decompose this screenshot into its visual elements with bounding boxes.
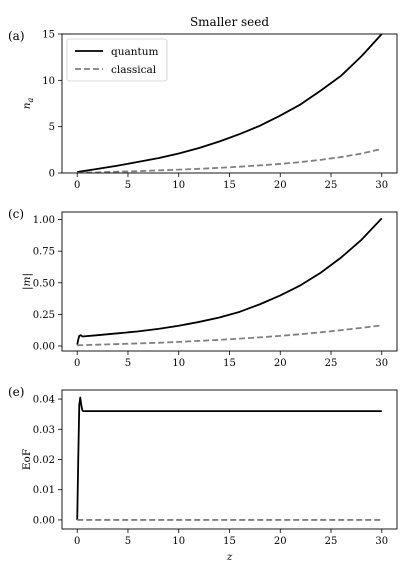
x-tick-label: 30 <box>375 358 388 369</box>
y-tick-label: 0.01 <box>33 485 55 496</box>
x-tick-label: 0 <box>74 358 80 369</box>
x-tick-label: 10 <box>172 536 185 547</box>
legend-frame <box>66 38 168 82</box>
x-tick-label: 10 <box>172 358 185 369</box>
y-axis-label: EoF <box>21 449 33 470</box>
x-tick-label: 10 <box>172 180 185 191</box>
y-tick-label: 0.03 <box>33 425 55 436</box>
x-tick-label: 20 <box>274 180 287 191</box>
legend-label-quantum: quantum <box>111 46 158 58</box>
x-tick-label: 20 <box>274 358 287 369</box>
x-tick-label: 0 <box>74 180 80 191</box>
panel-2: 0 5 10 15 20 25 30 0.00 0.01 0.02 0.03 0.04 (e) EoF z <box>8 385 398 563</box>
y-tick-label: 0.04 <box>33 395 55 406</box>
chart-title: Smaller seed <box>190 15 269 29</box>
x-axis-label: z <box>226 551 233 563</box>
y-tick-label: 10 <box>42 76 55 87</box>
y-tick-label: 0.02 <box>33 455 55 466</box>
panel-0: 0 5 10 15 20 25 30 0 5 10 15 (a) Smaller seed na quant… <box>8 15 398 191</box>
y-tick-label: 0.75 <box>33 247 55 258</box>
y-axis-label: |m| <box>21 273 34 290</box>
series-classical-line <box>77 324 382 347</box>
x-tick-label: 30 <box>375 180 388 191</box>
legend-label-classical: classical <box>111 64 157 76</box>
y-tick-label: 0 <box>49 169 55 180</box>
y-axis-label: na <box>21 98 35 110</box>
series-quantum-line <box>76 396 382 520</box>
series-classical-line <box>77 148 382 173</box>
x-tick-label: 25 <box>325 536 338 547</box>
panel-label: (e) <box>8 385 24 399</box>
series-quantum-line <box>77 34 383 173</box>
panel-label: (c) <box>8 207 24 221</box>
y-tick-label: 5 <box>49 122 55 133</box>
panel-1: 0 5 10 15 20 25 30 0.00 0.25 0.50 0.75 1.00 (c) |m| <box>8 207 398 369</box>
y-tick-label: 0.00 <box>33 341 55 352</box>
x-tick-label: 0 <box>74 536 80 547</box>
y-tick-label: 0.00 <box>33 515 55 526</box>
y-tick-label: 0.25 <box>33 310 55 321</box>
x-tick-label: 5 <box>125 180 131 191</box>
y-tick-label: 1.00 <box>33 215 55 226</box>
x-tick-label: 20 <box>274 536 287 547</box>
x-tick-label: 5 <box>125 358 131 369</box>
axes-frame <box>61 211 398 352</box>
x-tick-label: 15 <box>223 358 236 369</box>
x-tick-label: 25 <box>325 180 338 191</box>
x-tick-label: 15 <box>223 180 236 191</box>
y-tick-label: 0.50 <box>33 278 55 289</box>
series-quantum-line <box>76 217 383 345</box>
panel-label: (a) <box>8 29 25 43</box>
legend: quantum classical <box>66 38 168 82</box>
x-tick-label: 15 <box>223 536 236 547</box>
y-tick-label: 15 <box>42 30 55 41</box>
x-tick-label: 30 <box>375 536 388 547</box>
x-tick-label: 25 <box>325 358 338 369</box>
x-tick-label: 5 <box>125 536 131 547</box>
